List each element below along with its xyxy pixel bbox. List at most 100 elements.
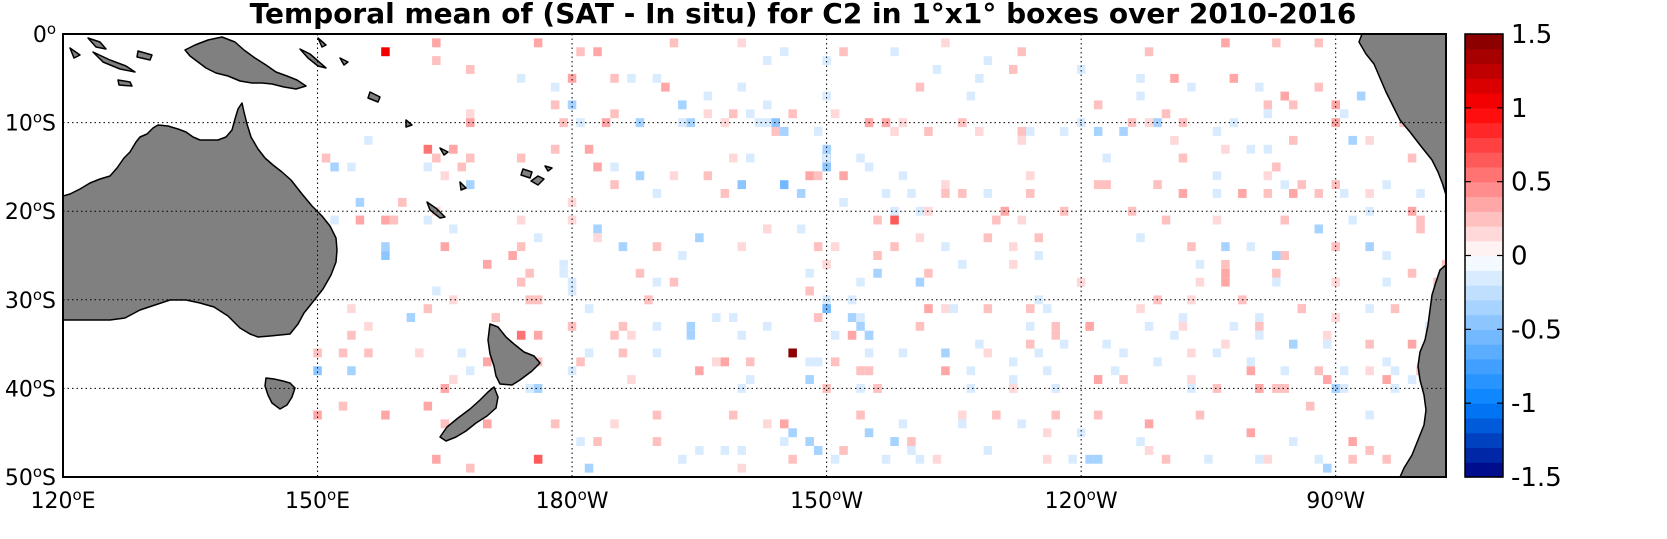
data-cell: [1221, 38, 1230, 48]
data-cell: [1365, 339, 1374, 349]
data-cell: [1339, 366, 1349, 376]
australia-landmass: [63, 102, 338, 338]
data-cell: [584, 348, 594, 358]
data-cell: [1246, 144, 1256, 154]
data-cell: [703, 109, 713, 119]
colorbar-swatches: [1465, 34, 1503, 478]
data-cell: [652, 189, 662, 198]
data-cell: [1119, 348, 1128, 358]
data-cell: [1119, 375, 1128, 384]
data-cell: [1416, 189, 1425, 198]
data-cell: [1365, 135, 1374, 145]
data-cell: [983, 56, 993, 65]
data-cell: [1365, 206, 1374, 216]
data-cell: [678, 251, 687, 260]
data-cell: [966, 384, 976, 393]
data-cell: [763, 321, 772, 331]
data-cell: [1170, 73, 1179, 83]
data-cell: [1026, 304, 1035, 314]
y-axis-labels: 0o 10oS 20oS 30oS 40oS 50oS: [5, 20, 56, 491]
data-cell: [1289, 437, 1298, 446]
data-cell: [949, 304, 959, 314]
data-cell: [1263, 171, 1273, 181]
data-cell: [856, 321, 865, 331]
island-fragment: [459, 181, 467, 191]
data-cell: [1314, 366, 1323, 376]
data-cell: [907, 437, 916, 446]
data-cell: [1212, 127, 1222, 136]
data-cell: [1076, 428, 1086, 438]
data-cell: [729, 153, 738, 163]
data-cell: [533, 233, 543, 243]
colorbar-swatch: [1465, 344, 1503, 360]
data-cell: [1009, 375, 1018, 384]
data-cell: [466, 366, 475, 376]
data-cell: [1051, 384, 1060, 393]
data-cell: [839, 171, 848, 181]
data-cell: [1255, 82, 1264, 92]
data-cell: [398, 197, 407, 207]
data-cell: [415, 348, 424, 358]
data-cell: [737, 38, 746, 48]
data-cell: [839, 47, 848, 57]
data-cell: [966, 366, 976, 376]
data-cell: [1093, 127, 1103, 136]
data-cell: [1255, 330, 1264, 340]
map-frame: [62, 33, 1447, 478]
data-cell: [873, 268, 882, 278]
data-cell: [406, 313, 416, 322]
data-cell: [1017, 47, 1026, 57]
data-cell: [958, 118, 967, 128]
data-cell: [1136, 304, 1145, 314]
data-cell: [1297, 304, 1306, 314]
data-cell: [813, 313, 823, 322]
data-cell: [618, 321, 628, 331]
data-cell: [1323, 375, 1332, 384]
data-cell: [1272, 251, 1281, 260]
data-cell: [466, 109, 475, 119]
data-cell: [1195, 410, 1205, 420]
data-cell: [533, 454, 543, 464]
data-cell: [1407, 375, 1417, 384]
data-cell: [712, 313, 721, 322]
data-cell: [1017, 419, 1026, 429]
colorbar-swatch: [1465, 137, 1503, 153]
data-cell: [915, 277, 925, 287]
data-cell: [1178, 118, 1188, 128]
data-cell: [1314, 224, 1323, 234]
data-cell: [440, 419, 450, 429]
data-cell: [576, 357, 585, 367]
data-cell: [1238, 189, 1247, 198]
data-cell: [1289, 339, 1298, 349]
data-cell: [355, 215, 365, 225]
data-cell: [805, 375, 814, 384]
data-cell: [652, 242, 662, 252]
data-cell: [627, 330, 636, 340]
tasmania-landmass: [264, 377, 296, 410]
data-cell: [1144, 118, 1154, 128]
data-cell: [975, 73, 984, 83]
data-cell: [958, 410, 967, 420]
data-cell: [856, 366, 865, 376]
data-cell: [593, 47, 602, 57]
data-cell: [1246, 242, 1256, 252]
data-cell: [1263, 189, 1273, 198]
data-cell: [1178, 153, 1188, 163]
data-cell: [983, 304, 993, 314]
data-cell: [432, 38, 441, 48]
data-cell: [610, 73, 619, 83]
island-fragment: [317, 37, 327, 48]
data-cell: [1161, 215, 1171, 225]
data-cell: [483, 419, 492, 429]
data-cell: [533, 384, 543, 393]
data-cell: [737, 180, 746, 190]
north-island-nz-landmass: [487, 323, 541, 386]
colorbar-swatch: [1465, 152, 1503, 168]
data-cell: [1382, 375, 1391, 384]
data-cell: [652, 348, 662, 358]
data-cell: [881, 454, 891, 464]
x-axis-labels: 120oE 150oE 180oW 150oW 120oW 90oW: [30, 486, 1365, 514]
data-cell: [737, 463, 746, 473]
data-cell: [1365, 366, 1374, 376]
data-cell: [669, 277, 679, 287]
